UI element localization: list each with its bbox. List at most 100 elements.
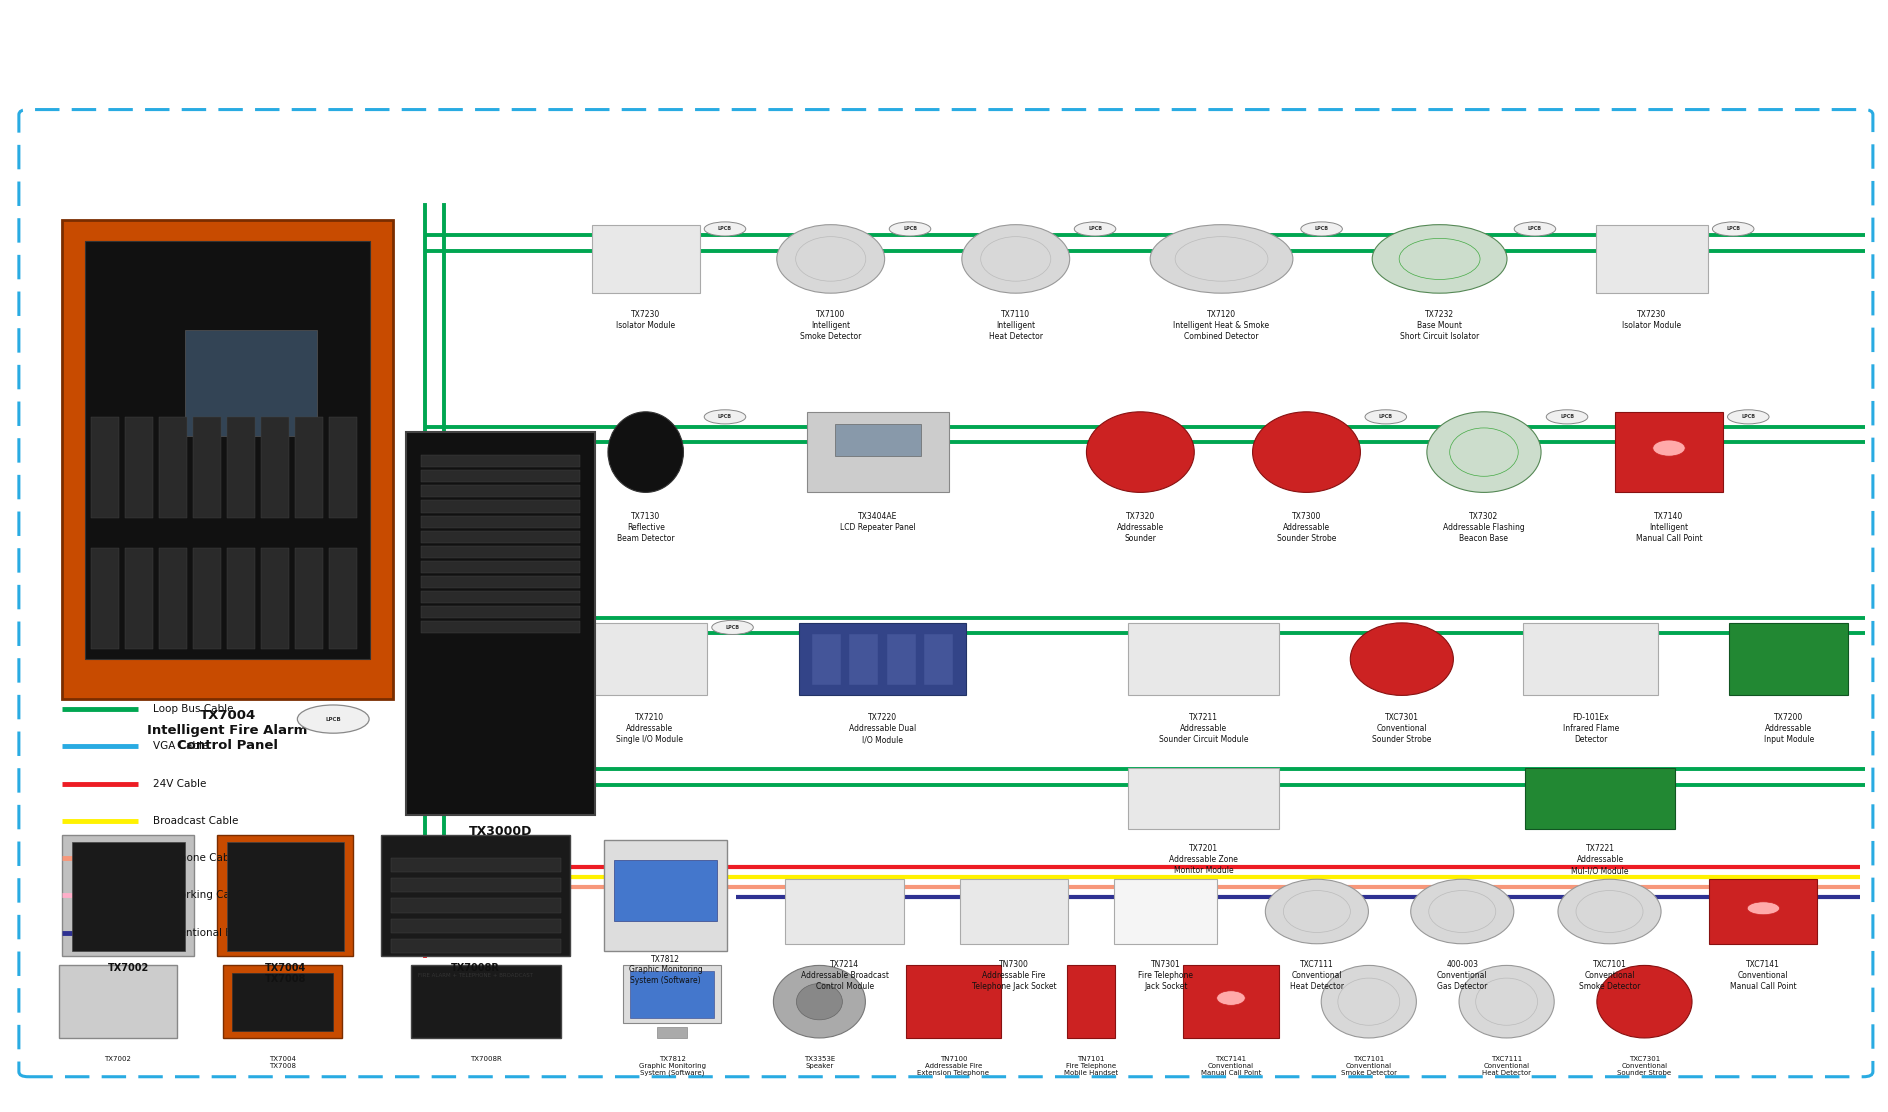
Bar bbox=[227, 842, 344, 951]
Text: TX7211
Addressable
Sounder Circuit Module: TX7211 Addressable Sounder Circuit Modul… bbox=[1159, 713, 1248, 744]
Bar bbox=[421, 516, 580, 528]
Bar bbox=[657, 1027, 687, 1037]
Bar bbox=[261, 417, 289, 517]
Bar bbox=[887, 634, 916, 685]
Text: TN7300
Addressable Fire
Telephone Jack Socket: TN7300 Addressable Fire Telephone Jack S… bbox=[972, 960, 1055, 991]
Bar bbox=[421, 576, 580, 588]
Bar bbox=[381, 835, 570, 956]
Text: Telephone Cable: Telephone Cable bbox=[153, 853, 238, 863]
Bar bbox=[391, 898, 561, 913]
Ellipse shape bbox=[1373, 225, 1507, 294]
Ellipse shape bbox=[1546, 410, 1588, 424]
Text: TX7300
Addressable
Sounder Strobe: TX7300 Addressable Sounder Strobe bbox=[1276, 512, 1337, 543]
Bar bbox=[850, 634, 878, 685]
Ellipse shape bbox=[1086, 411, 1195, 493]
Text: TXC7141
Conventional
Manual Call Point: TXC7141 Conventional Manual Call Point bbox=[1729, 960, 1797, 991]
Bar bbox=[1526, 768, 1675, 828]
Bar bbox=[591, 225, 700, 294]
Bar bbox=[421, 622, 580, 634]
Bar bbox=[227, 548, 255, 648]
Bar bbox=[406, 431, 595, 815]
Bar bbox=[1614, 411, 1724, 493]
Text: TX7200
Addressable
Input Module: TX7200 Addressable Input Module bbox=[1763, 713, 1814, 744]
Bar bbox=[421, 530, 580, 543]
Bar bbox=[1067, 965, 1116, 1037]
Bar bbox=[421, 500, 580, 513]
Ellipse shape bbox=[776, 225, 885, 294]
Bar bbox=[329, 548, 357, 648]
Text: TX7812
Graphic Monitoring
System (Software): TX7812 Graphic Monitoring System (Softwa… bbox=[629, 955, 702, 984]
Ellipse shape bbox=[1322, 965, 1416, 1037]
Bar bbox=[185, 330, 317, 436]
Ellipse shape bbox=[1410, 880, 1514, 944]
Bar bbox=[227, 417, 255, 517]
Text: TXC7101
Conventional
Smoke Detector: TXC7101 Conventional Smoke Detector bbox=[1578, 960, 1641, 991]
Bar bbox=[391, 878, 561, 892]
Text: TX7230
Isolator Module: TX7230 Isolator Module bbox=[1622, 310, 1682, 330]
Ellipse shape bbox=[1728, 410, 1769, 424]
Text: TX7130
Reflective
Beam Detector: TX7130 Reflective Beam Detector bbox=[617, 512, 674, 543]
Bar bbox=[593, 623, 706, 695]
Bar bbox=[193, 548, 221, 648]
Text: TX3404AE
LCD Repeater Panel: TX3404AE LCD Repeater Panel bbox=[840, 512, 916, 532]
Text: LPCB: LPCB bbox=[1741, 415, 1756, 419]
Text: TXC7301
Conventional
Sounder Strobe: TXC7301 Conventional Sounder Strobe bbox=[1618, 1055, 1671, 1075]
Bar bbox=[125, 548, 153, 648]
Ellipse shape bbox=[712, 620, 753, 635]
Text: TX7230
Isolator Module: TX7230 Isolator Module bbox=[615, 310, 676, 330]
Bar bbox=[1129, 623, 1278, 695]
Text: FIRE ALARM + TELEPHONE + BROADCAST: FIRE ALARM + TELEPHONE + BROADCAST bbox=[419, 973, 532, 977]
Text: TX7210
Addressable
Single I/O Module: TX7210 Addressable Single I/O Module bbox=[615, 713, 683, 744]
Bar bbox=[59, 965, 177, 1037]
Bar bbox=[1597, 225, 1707, 294]
Text: TX7232
Base Mount
Short Circuit Isolator: TX7232 Base Mount Short Circuit Isolator bbox=[1401, 310, 1478, 341]
Bar bbox=[421, 470, 580, 483]
Text: TX7302
Addressable Flashing
Beacon Base: TX7302 Addressable Flashing Beacon Base bbox=[1442, 512, 1526, 543]
Bar bbox=[959, 880, 1069, 944]
Bar bbox=[223, 965, 342, 1037]
Bar bbox=[421, 546, 580, 558]
Text: TX7221
Addressable
Mul-I/O Module: TX7221 Addressable Mul-I/O Module bbox=[1571, 844, 1629, 875]
Text: TX7004
TX7008: TX7004 TX7008 bbox=[264, 963, 306, 984]
Bar bbox=[62, 835, 194, 956]
Bar bbox=[925, 634, 953, 685]
Bar bbox=[62, 220, 393, 699]
Ellipse shape bbox=[1216, 991, 1246, 1005]
Bar bbox=[421, 560, 580, 573]
Text: LPCB: LPCB bbox=[1314, 227, 1329, 231]
Text: TX7812
Graphic Monitoring
System (Software): TX7812 Graphic Monitoring System (Softwa… bbox=[638, 1055, 706, 1076]
Ellipse shape bbox=[1459, 965, 1554, 1037]
Bar bbox=[261, 548, 289, 648]
Ellipse shape bbox=[1712, 222, 1754, 236]
Text: TX7220
Addressable Dual
I/O Module: TX7220 Addressable Dual I/O Module bbox=[850, 713, 916, 744]
Text: Conventional Bus Cable: Conventional Bus Cable bbox=[153, 927, 278, 937]
Text: TXC7141
Conventional
Manual Call Point: TXC7141 Conventional Manual Call Point bbox=[1201, 1055, 1261, 1075]
Bar bbox=[329, 417, 357, 517]
Ellipse shape bbox=[1074, 222, 1116, 236]
Bar bbox=[193, 417, 221, 517]
Bar bbox=[1114, 880, 1218, 944]
Text: TX7320
Addressable
Sounder: TX7320 Addressable Sounder bbox=[1118, 512, 1163, 543]
Text: LPCB: LPCB bbox=[325, 716, 342, 722]
Text: TXC7101
Conventional
Smoke Detector: TXC7101 Conventional Smoke Detector bbox=[1340, 1055, 1397, 1075]
Ellipse shape bbox=[1265, 880, 1369, 944]
Bar bbox=[631, 971, 714, 1017]
Text: TX7004
TX7008: TX7004 TX7008 bbox=[268, 1055, 296, 1069]
Text: 400-003
Conventional
Gas Detector: 400-003 Conventional Gas Detector bbox=[1437, 960, 1488, 991]
Text: TN7101
Fire Telephone
Mobile Handset: TN7101 Fire Telephone Mobile Handset bbox=[1065, 1055, 1118, 1075]
Text: LPCB: LPCB bbox=[725, 625, 740, 629]
Ellipse shape bbox=[1427, 411, 1541, 493]
Text: TXC7111
Conventional
Heat Detector: TXC7111 Conventional Heat Detector bbox=[1482, 1055, 1531, 1075]
Text: TX7140
Intelligent
Manual Call Point: TX7140 Intelligent Manual Call Point bbox=[1635, 512, 1703, 543]
Text: FD-101Ex
Infrared Flame
Detector: FD-101Ex Infrared Flame Detector bbox=[1563, 713, 1618, 744]
Bar bbox=[623, 965, 721, 1023]
Bar bbox=[604, 840, 727, 951]
Ellipse shape bbox=[1652, 440, 1686, 456]
Text: LPCB: LPCB bbox=[1726, 227, 1741, 231]
Bar bbox=[391, 919, 561, 933]
Ellipse shape bbox=[1301, 222, 1342, 236]
Bar bbox=[391, 858, 561, 872]
Ellipse shape bbox=[1150, 225, 1293, 294]
Ellipse shape bbox=[704, 222, 746, 236]
Text: VGA Cable: VGA Cable bbox=[153, 742, 208, 752]
